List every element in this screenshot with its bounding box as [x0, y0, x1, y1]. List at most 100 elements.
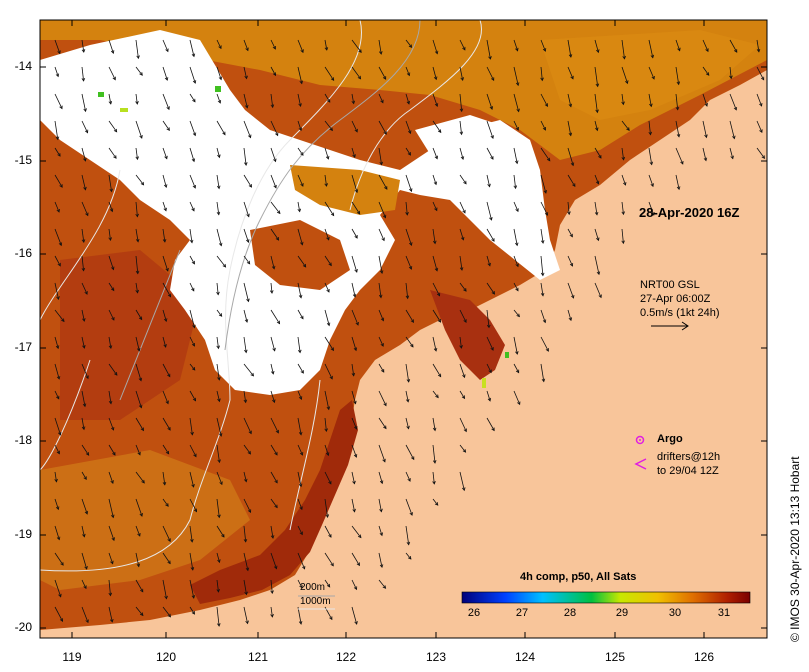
current-vector	[162, 255, 169, 272]
current-vector	[216, 147, 220, 158]
current-vector-head	[271, 265, 276, 270]
current-vector	[243, 417, 252, 434]
current-vector-head	[193, 453, 197, 458]
current-vector-head	[354, 189, 359, 194]
current-vector	[351, 498, 355, 512]
current-source-time: 27-Apr 06:00Z	[640, 293, 711, 305]
current-vector	[243, 309, 248, 323]
current-vector-head	[326, 322, 331, 327]
current-vector	[459, 336, 462, 349]
current-vector-head	[410, 319, 414, 324]
current-vector-head	[163, 318, 168, 322]
current-vector-head	[192, 324, 196, 329]
current-vector-head	[222, 263, 227, 268]
current-vector-head	[545, 348, 549, 352]
current-vector	[81, 525, 85, 537]
current-vector-head	[217, 514, 221, 519]
current-vector	[324, 255, 332, 266]
current-vector-head	[705, 48, 709, 53]
current-vector-head	[408, 130, 412, 135]
current-vector	[378, 471, 383, 484]
current-vector	[540, 39, 546, 52]
current-vector	[594, 174, 599, 184]
current-vector	[648, 201, 655, 216]
current-vector-head	[272, 399, 276, 404]
current-vector	[108, 201, 113, 212]
current-vector-head	[434, 103, 439, 107]
current-vector	[756, 120, 763, 133]
current-vector	[513, 255, 519, 267]
current-vector	[243, 363, 254, 377]
current-vector-head	[217, 398, 221, 403]
current-vector	[648, 93, 652, 107]
current-vector-head	[164, 595, 168, 600]
scale-arrow	[651, 321, 689, 331]
current-vector-head	[192, 184, 196, 189]
current-vector	[135, 201, 138, 217]
current-vector	[108, 93, 112, 104]
current-vector	[756, 39, 760, 52]
current-vector	[270, 606, 273, 617]
current-vector	[54, 498, 59, 510]
current-vector	[729, 39, 738, 53]
current-vector	[324, 201, 335, 216]
current-vector	[54, 120, 59, 140]
current-vector-head	[247, 509, 252, 514]
current-vector-head	[59, 184, 63, 188]
current-vector-head	[352, 480, 356, 485]
current-vector	[243, 579, 247, 595]
current-vector	[135, 390, 142, 408]
current-vector	[675, 147, 684, 165]
current-vector	[540, 255, 544, 276]
current-vector-head	[542, 319, 547, 324]
current-vector-head	[356, 562, 360, 567]
current-vector	[540, 201, 548, 216]
cloud-mask-north	[40, 30, 560, 395]
current-vector-head	[272, 72, 277, 77]
current-vector-head	[649, 161, 654, 166]
current-vector	[162, 174, 167, 188]
current-vector-head	[190, 538, 194, 543]
current-vector	[324, 93, 331, 103]
current-vector-head	[272, 45, 276, 50]
current-vector	[81, 390, 86, 407]
current-vector	[459, 228, 464, 240]
current-vector-head	[351, 100, 356, 105]
current-vector-head	[270, 535, 275, 539]
current-vector-head	[463, 319, 467, 323]
current-vector	[513, 39, 518, 51]
current-vector-head	[190, 566, 195, 571]
current-vector-head	[216, 185, 221, 190]
current-vector	[108, 471, 114, 484]
current-vector-head	[595, 109, 599, 114]
current-vector	[270, 174, 277, 188]
current-vector-head	[274, 565, 278, 570]
current-vector	[540, 147, 551, 162]
current-vector	[378, 552, 383, 568]
current-vector	[432, 39, 438, 54]
current-vector-head	[274, 504, 278, 509]
current-vector	[54, 444, 60, 454]
current-vector-head	[55, 73, 60, 78]
current-vector	[567, 174, 576, 187]
current-vector-head	[541, 378, 546, 383]
current-vector	[81, 174, 86, 190]
current-vector	[432, 282, 440, 296]
current-vector-head	[108, 345, 113, 349]
current-vector	[432, 444, 436, 464]
current-vector	[243, 66, 247, 79]
current-vector-head	[191, 367, 196, 371]
current-vector-head	[729, 75, 733, 80]
current-vector-head	[270, 590, 274, 595]
current-vector-head	[138, 316, 143, 321]
current-vector-head	[141, 479, 145, 484]
current-vector	[216, 552, 220, 563]
current-vector	[81, 120, 88, 133]
current-vector	[513, 282, 519, 291]
current-vector-head	[270, 613, 274, 618]
current-vector-head	[515, 82, 520, 87]
current-vector-head	[625, 80, 629, 85]
current-vector	[108, 147, 117, 159]
current-vector-head	[378, 294, 383, 299]
current-vector-head	[432, 481, 436, 485]
